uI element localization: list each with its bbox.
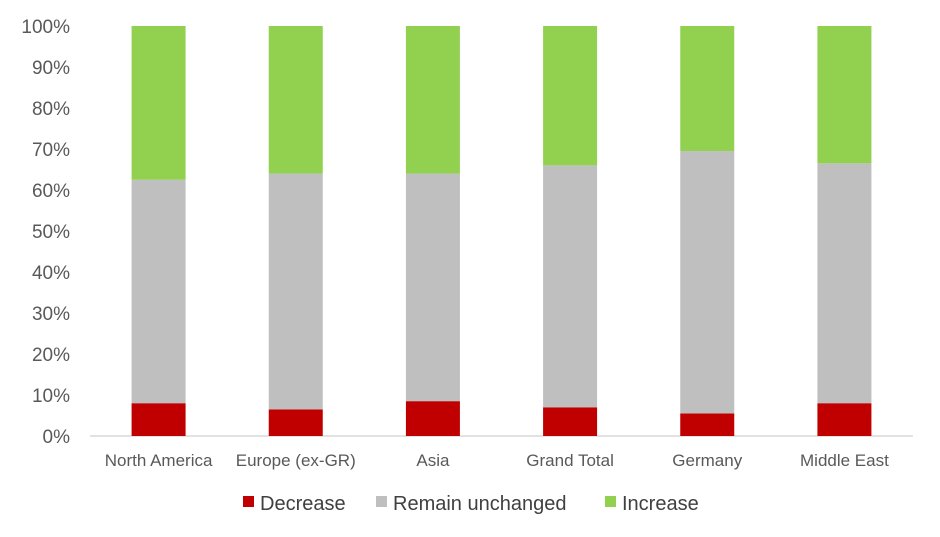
x-axis-category-labels: North America Europe (ex-GR) Asia Grand Tot… [105,451,889,470]
x-category-label: Germany [672,451,742,470]
x-category-label: Europe (ex-GR) [236,451,356,470]
bar-segment-remain-unchanged [131,179,186,404]
bar-segment-increase [268,26,323,174]
bar-segment-decrease [131,403,186,436]
bar-segment-decrease [543,407,598,436]
y-tick-label: 90% [32,58,70,79]
bar-segment-remain-unchanged [680,151,735,414]
bar-segment-increase [543,26,598,166]
x-category-label: Middle East [800,451,889,470]
bar-segment-remain-unchanged [817,163,872,404]
bar-segment-increase [131,26,186,180]
y-tick-label: 20% [32,345,70,366]
y-tick-label: 70% [32,140,70,161]
legend-label: Increase [622,493,699,515]
y-tick-label: 50% [32,222,70,243]
x-category-label: North America [105,451,213,470]
bar-segment-remain-unchanged [543,165,598,408]
y-tick-label: 40% [32,263,70,284]
legend-label: Remain unchanged [393,493,566,515]
bars [131,26,872,436]
x-category-label: Grand Total [526,451,614,470]
y-tick-label: 30% [32,304,70,325]
legend-swatch [243,496,254,507]
bar-segment-remain-unchanged [268,173,323,410]
bar-segment-decrease [268,409,323,436]
y-tick-label: 100% [21,17,70,38]
bar-segment-decrease [405,401,460,436]
bar-segment-remain-unchanged [405,173,460,402]
bar-segment-decrease [817,403,872,436]
y-tick-label: 80% [32,99,70,120]
x-category-label: Asia [416,451,450,470]
y-axis-tick-labels: 0% 10% 20% 30% 40% 50% 60% 70% 80% 90% 100% [21,17,70,448]
legend-swatch [605,496,616,507]
y-tick-label: 60% [32,181,70,202]
bar-segment-increase [405,26,460,174]
bar-segment-increase [680,26,735,152]
legend-label: Decrease [260,493,346,515]
legend-swatch [376,496,387,507]
legend: Decrease Remain unchanged Increase [243,493,699,515]
y-tick-label: 10% [32,386,70,407]
bar-segment-decrease [680,413,735,436]
y-tick-label: 0% [43,427,71,448]
bar-segment-increase [817,26,872,164]
